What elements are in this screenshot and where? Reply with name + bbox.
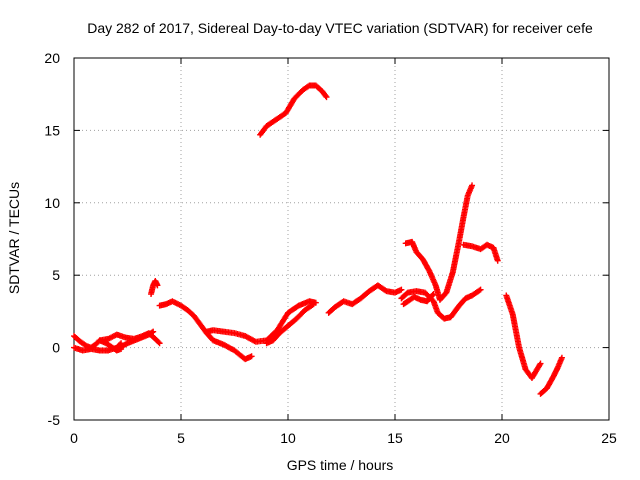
y-axis-label: SDTVAR / TECUs xyxy=(6,182,22,294)
data-point xyxy=(309,301,316,308)
data-point xyxy=(477,286,484,293)
x-tick-label: 5 xyxy=(177,430,185,446)
data-point xyxy=(537,360,544,367)
plot-frame xyxy=(73,57,610,421)
data-point xyxy=(476,287,483,294)
x-tick-labels: 0 5 10 15 20 25 xyxy=(70,430,617,446)
axis-ticks xyxy=(73,57,610,421)
y-tick-label: 15 xyxy=(44,122,60,138)
series-arc7 xyxy=(203,298,319,345)
data-point xyxy=(398,286,405,293)
y-tick-label: 10 xyxy=(44,195,60,211)
data-point xyxy=(155,339,162,346)
series-arc2 xyxy=(71,340,125,354)
data-point xyxy=(469,182,476,189)
series-arc13 xyxy=(400,291,437,308)
x-tick-label: 25 xyxy=(601,430,617,446)
data-point xyxy=(494,257,501,264)
data-point xyxy=(429,292,436,299)
series-arc6 xyxy=(156,298,255,363)
x-axis-label: GPS time / hours xyxy=(287,457,394,473)
series-arc5 xyxy=(148,277,161,298)
x-tick-label: 15 xyxy=(387,430,403,446)
series-arc9 xyxy=(263,301,317,347)
y-tick-label: 5 xyxy=(52,267,60,283)
data-point xyxy=(156,340,163,347)
y-tick-labels: -5 0 5 10 15 20 xyxy=(44,50,60,428)
data-points xyxy=(71,82,565,397)
y-tick-label: -5 xyxy=(48,412,61,428)
series-arc14 xyxy=(460,241,501,264)
y-tick-label: 20 xyxy=(44,50,60,66)
data-point xyxy=(248,353,255,360)
data-point xyxy=(310,301,317,308)
data-point xyxy=(150,328,157,335)
data-point xyxy=(154,282,161,289)
grid xyxy=(74,58,609,420)
x-tick-label: 20 xyxy=(494,430,510,446)
x-tick-label: 10 xyxy=(280,430,296,446)
series-arc16 xyxy=(537,354,565,397)
series-arc8 xyxy=(257,82,330,138)
data-point xyxy=(323,94,330,101)
series-arc4 xyxy=(113,328,157,353)
y-tick-label: 0 xyxy=(52,340,60,356)
series-arc10 xyxy=(325,282,405,316)
series-arc12 xyxy=(402,182,476,303)
data-point xyxy=(322,92,329,99)
chart-title: Day 282 of 2017, Sidereal Day-to-day VTE… xyxy=(87,20,593,36)
series-arc15 xyxy=(503,292,544,382)
series-arc11 xyxy=(398,286,484,322)
x-tick-label: 0 xyxy=(70,430,78,446)
data-point xyxy=(558,354,565,361)
data-point xyxy=(149,329,156,336)
data-point xyxy=(430,291,437,298)
